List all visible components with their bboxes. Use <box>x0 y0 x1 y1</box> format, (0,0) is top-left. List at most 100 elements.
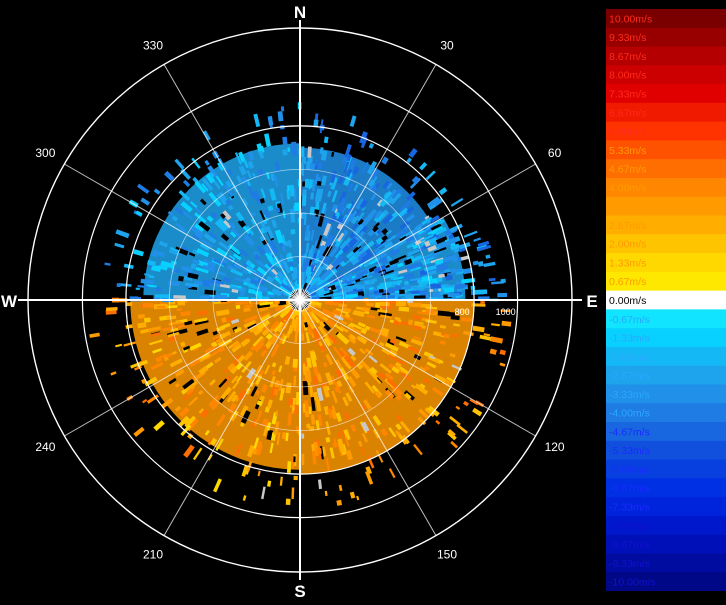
colorbar-label: 9.33m/s <box>609 32 646 44</box>
radar-gate <box>473 237 482 242</box>
radar-gate <box>404 231 412 237</box>
radar-gate <box>137 314 145 319</box>
radar-gate <box>357 321 366 328</box>
azimuth-spoke-330 <box>163 64 301 301</box>
radar-gate <box>300 320 304 327</box>
radar-gate <box>419 161 428 171</box>
radar-gate <box>176 308 182 312</box>
radar-gate <box>271 257 280 268</box>
radar-gate <box>225 198 232 206</box>
radar-gate <box>261 384 269 393</box>
radar-gate <box>356 269 369 278</box>
radar-gate <box>285 382 292 394</box>
radar-gate <box>403 272 415 279</box>
radar-gate <box>198 408 205 414</box>
radar-gate <box>263 209 271 218</box>
radar-gate <box>262 345 267 352</box>
radar-gate <box>449 415 461 426</box>
radar-gate <box>359 360 373 373</box>
radar-gate <box>382 180 391 190</box>
radar-gate <box>273 321 284 333</box>
radar-gate <box>245 225 255 237</box>
radar-gate <box>193 223 205 233</box>
radar-gate <box>150 361 164 371</box>
radar-gate <box>171 215 179 222</box>
radar-gate <box>199 295 210 300</box>
radar-gate <box>339 350 346 357</box>
radar-gate <box>305 331 310 344</box>
radar-gate <box>280 106 285 112</box>
radar-gate <box>287 239 293 248</box>
radar-gate <box>280 192 285 205</box>
radar-gate <box>216 413 227 427</box>
radar-gate <box>271 369 277 376</box>
radar-gate <box>141 398 148 404</box>
radar-gate <box>361 161 369 175</box>
radar-gate <box>256 400 263 406</box>
radar-gate <box>133 426 145 437</box>
radar-gate <box>157 265 168 271</box>
radar-gate <box>204 159 210 166</box>
colorbar-swatch <box>606 140 726 160</box>
radar-gate <box>169 246 180 253</box>
radar-gate <box>323 406 330 415</box>
radar-gate <box>300 162 304 175</box>
radar-gate <box>254 271 261 277</box>
radar-gate <box>326 318 336 328</box>
radar-gate <box>411 384 416 389</box>
radar-gate <box>250 211 257 218</box>
radar-gate <box>366 160 378 175</box>
radar-gate <box>231 227 242 239</box>
radar-gate <box>267 115 274 126</box>
radar-gate <box>340 355 353 370</box>
radar-gate <box>309 206 316 216</box>
radar-gate <box>366 455 375 469</box>
radar-gate <box>247 282 256 289</box>
radar-gate <box>140 278 155 285</box>
radar-gate <box>152 347 163 354</box>
radar-gate <box>328 334 338 345</box>
radar-gate <box>319 268 333 281</box>
azimuth-label-150: 150 <box>437 548 457 562</box>
radar-gate <box>405 191 416 201</box>
radar-gate <box>323 218 331 228</box>
radar-gate <box>375 237 384 245</box>
radar-gate <box>376 283 390 290</box>
radar-gate <box>275 207 281 213</box>
radar-gate <box>173 268 181 274</box>
colorbar-label: 6.00m/s <box>609 126 646 138</box>
radar-gate <box>383 190 393 200</box>
radar-gate <box>365 208 378 222</box>
colorbar-swatch <box>606 121 726 141</box>
azimuth-label-60: 60 <box>548 146 562 160</box>
radar-gate <box>240 338 250 347</box>
radar-gate <box>353 266 362 273</box>
radar-gate <box>210 349 221 357</box>
radar-gate <box>243 307 251 313</box>
radar-gate <box>331 479 336 490</box>
radar-gate <box>259 301 274 306</box>
radar-gate <box>375 302 381 308</box>
radar-gate <box>263 246 271 256</box>
radar-gate <box>359 347 367 355</box>
radar-gate <box>317 213 325 227</box>
radar-gate <box>208 379 216 386</box>
radar-gate <box>194 231 204 240</box>
radar-gate <box>305 224 310 238</box>
radar-gate <box>346 168 352 178</box>
colorbar-swatch <box>606 534 726 554</box>
radar-gate <box>237 354 246 363</box>
radar-gate <box>286 461 292 474</box>
colorbar-label: -4.67m/s <box>609 426 650 438</box>
radar-gate <box>104 262 111 266</box>
radar-gate <box>306 357 312 368</box>
radar-gate <box>456 423 469 434</box>
colorbar-label: -10.00m/s <box>609 577 656 589</box>
radar-gate <box>338 191 347 204</box>
radar-gate <box>370 185 377 193</box>
radar-gate <box>348 336 357 345</box>
radar-gate <box>338 303 347 308</box>
radar-gate <box>198 220 211 232</box>
radar-gate <box>252 190 262 204</box>
radar-gate <box>360 136 368 149</box>
